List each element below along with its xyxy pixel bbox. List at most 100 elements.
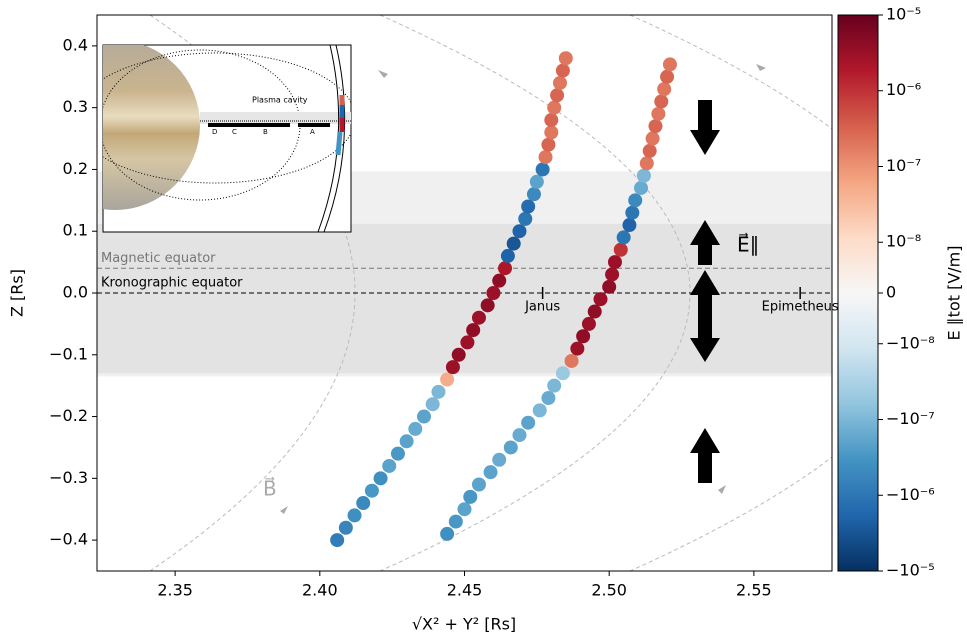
point: [593, 292, 608, 307]
point: [390, 446, 405, 461]
point: [498, 261, 513, 276]
inset: Plasma cavity D C B A: [102, 44, 352, 233]
arrow-both: [690, 270, 720, 362]
point: [440, 526, 455, 541]
point: [544, 113, 559, 128]
point: [657, 82, 672, 97]
point: [654, 94, 669, 109]
point: [628, 193, 643, 208]
y-tick-label: −0.4: [49, 530, 88, 549]
point: [471, 477, 486, 492]
colorbar-label: E ∥tot [V/m]: [945, 245, 964, 340]
point: [521, 415, 536, 430]
point: [503, 440, 518, 455]
point: [607, 255, 622, 270]
point: [634, 180, 649, 195]
axes: 2.35 2.40 2.45 2.50 2.55 −0.4 −0.3 −0.2 −0.1 0.0 0…: [49, 5, 934, 600]
point: [660, 69, 675, 84]
point: [639, 156, 654, 171]
x-axis-label: √X² + Y² [Rs]: [412, 615, 516, 634]
point: [492, 273, 507, 288]
point: [338, 520, 353, 535]
e-arrows: [690, 100, 720, 483]
y-tick-label: 0.4: [63, 35, 88, 54]
point: [506, 236, 521, 251]
point: [538, 150, 553, 165]
y-tick-label: −0.3: [49, 468, 88, 487]
point: [373, 471, 388, 486]
point: [555, 366, 570, 381]
points: [330, 51, 677, 548]
ring-label: A: [310, 128, 315, 136]
colorbar-tick-label: −10⁻⁸: [886, 333, 935, 352]
colorbar-tick-label: 0: [886, 283, 896, 302]
arrow-up: [690, 220, 720, 265]
point: [466, 323, 481, 338]
y-tick-label: −0.1: [49, 344, 88, 363]
point: [550, 88, 565, 103]
point: [448, 514, 463, 529]
point: [613, 242, 628, 257]
colorbar-tick-label: −10⁻⁷: [886, 409, 935, 428]
point: [347, 508, 362, 523]
point: [512, 428, 527, 443]
x-tick-label: 2.55: [736, 581, 772, 600]
point: [576, 329, 591, 344]
point: [651, 106, 666, 121]
planet: [103, 45, 200, 210]
colorbar-tick-label: 10⁻⁶: [886, 80, 921, 99]
point: [463, 489, 478, 504]
point: [552, 75, 567, 90]
point: [636, 168, 651, 183]
point: [581, 316, 596, 331]
field-line: [323, 45, 346, 232]
point: [500, 248, 515, 263]
point: [541, 391, 556, 406]
colorbar-tick-label: 10⁻⁷: [886, 156, 921, 175]
point: [547, 100, 562, 115]
point: [512, 224, 527, 239]
colorbar-tick-label: −10⁻⁵: [886, 561, 935, 580]
e-parallel-label: E⃗∥: [737, 232, 760, 257]
point: [535, 162, 550, 177]
point: [602, 279, 617, 294]
y-tick-label: 0.0: [63, 283, 88, 302]
point: [622, 218, 637, 233]
point: [645, 131, 660, 146]
point: [532, 403, 547, 418]
point: [555, 63, 570, 78]
point: [408, 421, 423, 436]
track: [335, 131, 343, 156]
point: [364, 483, 379, 498]
inset-title: Plasma cavity: [252, 96, 308, 105]
point: [457, 502, 472, 517]
colorbar-tick-label: 10⁻⁸: [886, 232, 921, 251]
colorbar-tick-label: 10⁻⁵: [886, 5, 921, 24]
y-tick-label: −0.2: [49, 406, 88, 425]
moon-label: Epimetheus: [762, 300, 839, 315]
equator-label: Kronographic equator: [101, 276, 243, 291]
point: [399, 434, 414, 449]
point: [616, 230, 631, 245]
point: [587, 304, 602, 319]
point: [483, 465, 498, 480]
point: [544, 125, 559, 140]
x-tick-label: 2.40: [302, 581, 338, 600]
point: [605, 267, 620, 282]
point: [460, 335, 475, 350]
arrow-up: [690, 428, 720, 483]
field-arrow: [718, 485, 726, 494]
x-tick-label: 2.45: [447, 581, 483, 600]
point: [564, 353, 579, 368]
x-tick-label: 2.50: [591, 581, 627, 600]
point: [648, 119, 663, 134]
field-arrow: [378, 70, 388, 78]
point: [521, 199, 536, 214]
point: [518, 211, 533, 226]
field-line: [629, 15, 832, 571]
point: [425, 397, 440, 412]
point: [431, 384, 446, 399]
ring-label: C: [232, 128, 237, 136]
plasma-region: [200, 112, 351, 124]
x-tick-label: 2.35: [157, 581, 193, 600]
